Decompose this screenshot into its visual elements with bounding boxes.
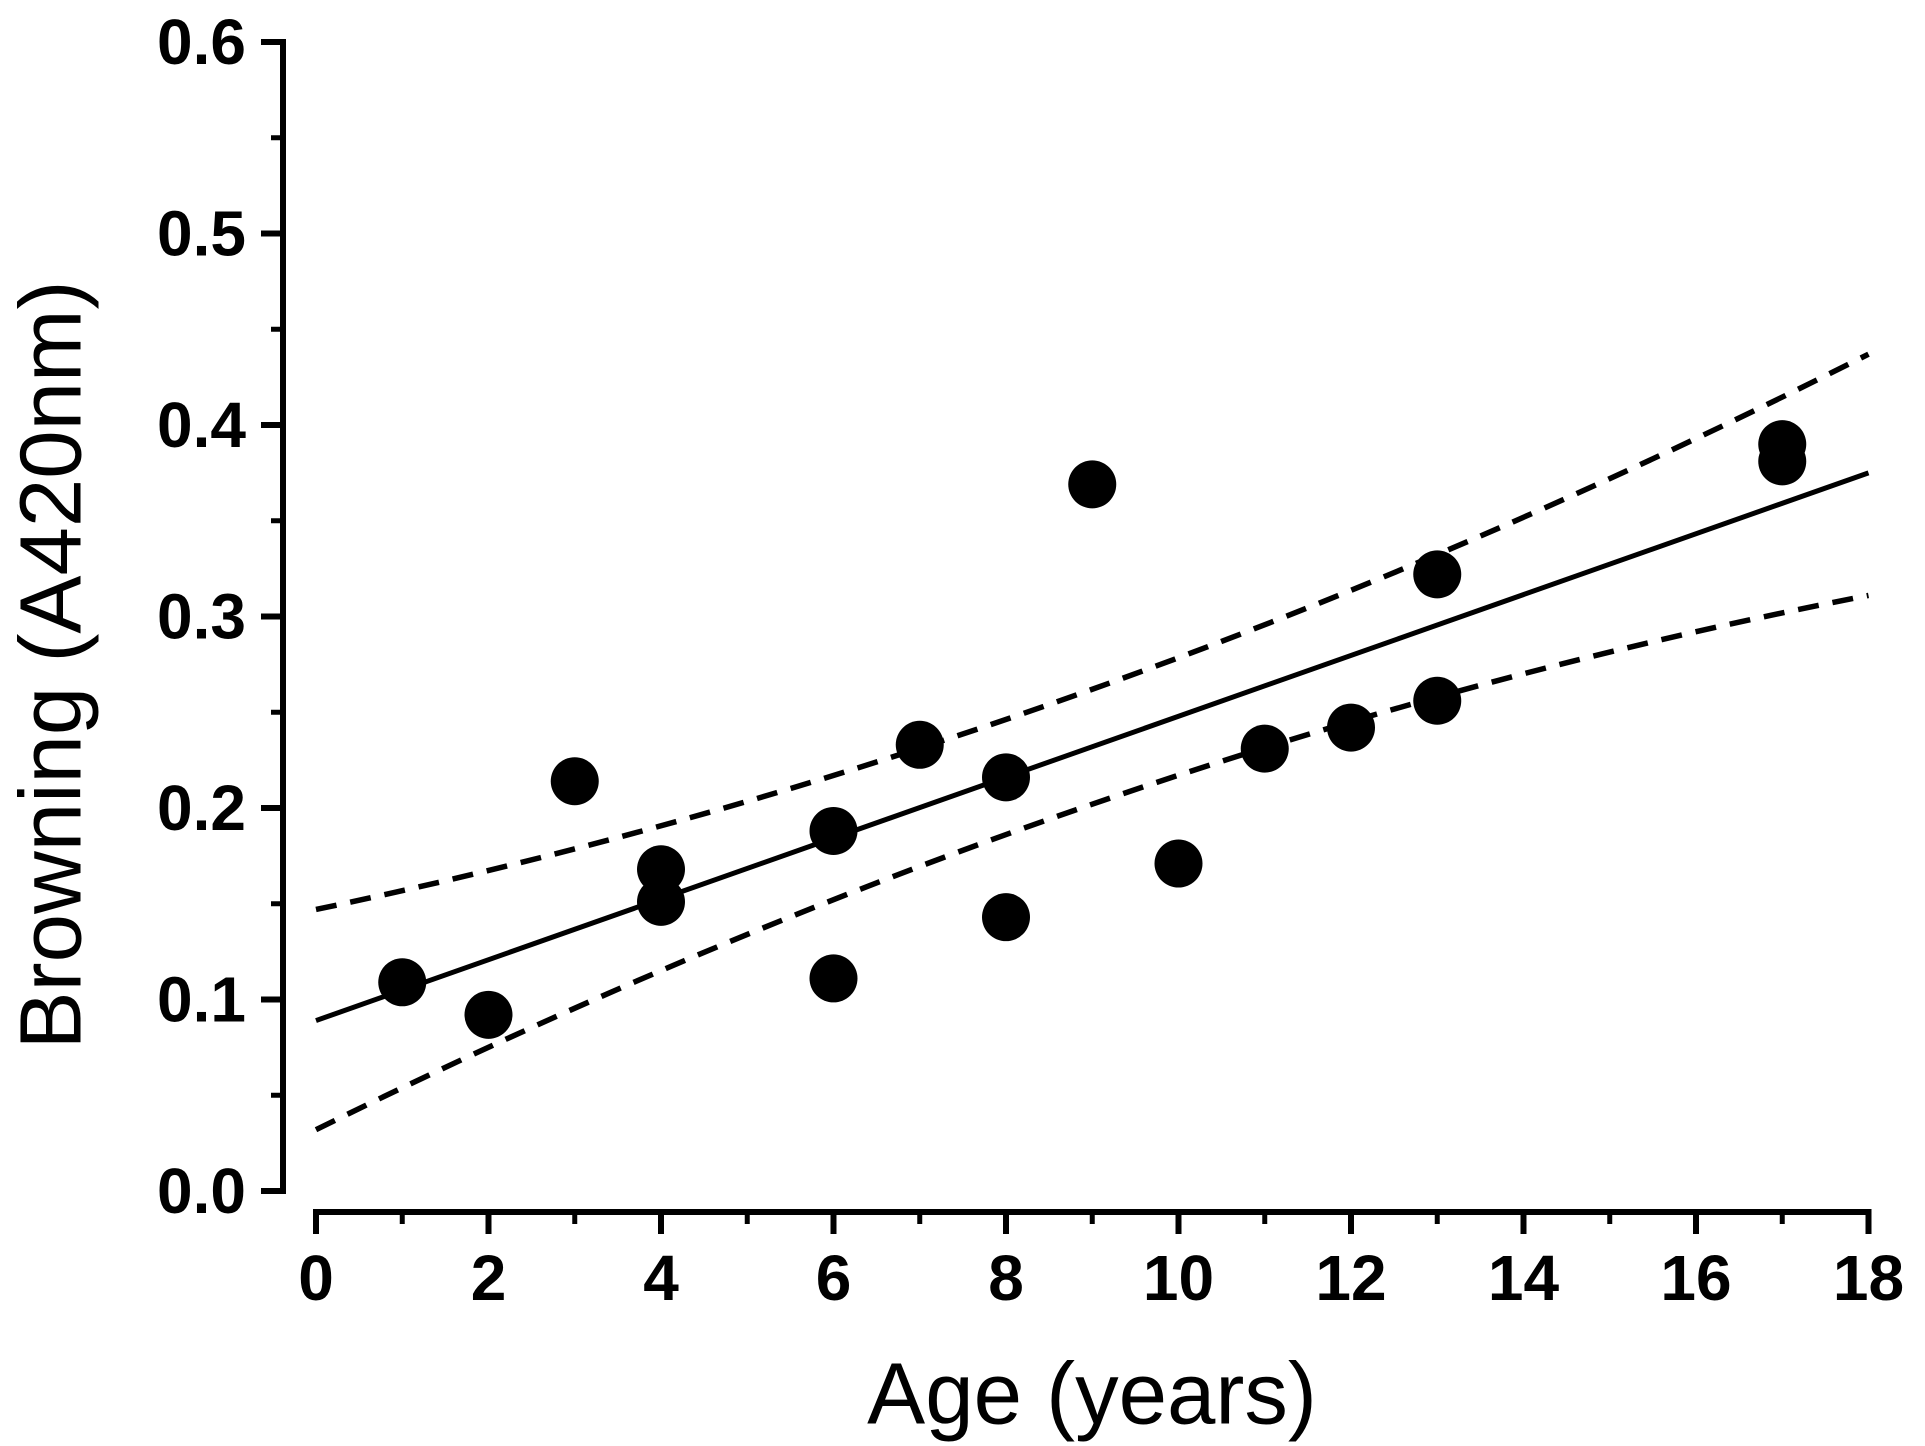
y-tick-label: 0.1 bbox=[157, 964, 246, 1036]
tick-layer bbox=[261, 39, 1872, 1234]
x-tick-label: 10 bbox=[1143, 1242, 1214, 1314]
y-tick-label: 0.5 bbox=[157, 198, 246, 270]
x-tick-label: 16 bbox=[1660, 1242, 1731, 1314]
ci-upper-line bbox=[315, 351, 1870, 913]
data-point bbox=[982, 893, 1030, 942]
data-point bbox=[1327, 703, 1375, 752]
data-point bbox=[378, 958, 427, 1007]
data-point bbox=[550, 757, 599, 806]
y-tick-label: 0.0 bbox=[157, 1155, 246, 1227]
data-point bbox=[637, 877, 685, 926]
data-point bbox=[1240, 724, 1289, 773]
y-axis-title: Browning (A420nm) bbox=[3, 281, 100, 1050]
data-point bbox=[895, 720, 944, 769]
data-point bbox=[1068, 460, 1117, 509]
y-tick-label: 0.4 bbox=[157, 389, 246, 461]
regression-line bbox=[315, 470, 1870, 1023]
x-tick-label: 12 bbox=[1315, 1242, 1386, 1314]
y-tick-label: 0.2 bbox=[157, 772, 246, 844]
x-tick-label: 4 bbox=[643, 1242, 679, 1314]
x-tick-label: 6 bbox=[816, 1242, 852, 1314]
x-tick-label: 18 bbox=[1833, 1242, 1904, 1314]
x-tick-label: 2 bbox=[471, 1242, 507, 1314]
y-tick-label: 0.6 bbox=[157, 6, 246, 78]
x-axis-title: Age (years) bbox=[867, 1346, 1317, 1443]
data-point bbox=[982, 753, 1030, 802]
y-tick-label: 0.3 bbox=[157, 581, 246, 653]
data-point bbox=[1413, 676, 1462, 725]
x-tick-label: 8 bbox=[988, 1242, 1024, 1314]
x-tick-label: 0 bbox=[298, 1242, 334, 1314]
data-point bbox=[809, 806, 858, 855]
series-layer bbox=[314, 351, 1870, 1133]
ci-lower-line bbox=[314, 592, 1870, 1133]
tick-label-layer: 0.0 0.1 0.2 0.3 0.4 0.5 0.6 0 2 4 6 8 10 12 14 16 18 bbox=[157, 6, 1904, 1314]
data-point bbox=[464, 990, 513, 1039]
data-point bbox=[1758, 437, 1807, 486]
x-tick-label: 14 bbox=[1488, 1242, 1560, 1314]
data-point bbox=[809, 954, 858, 1003]
axes-layer bbox=[280, 39, 1872, 1215]
data-point bbox=[1413, 550, 1462, 599]
data-point bbox=[1154, 839, 1203, 888]
